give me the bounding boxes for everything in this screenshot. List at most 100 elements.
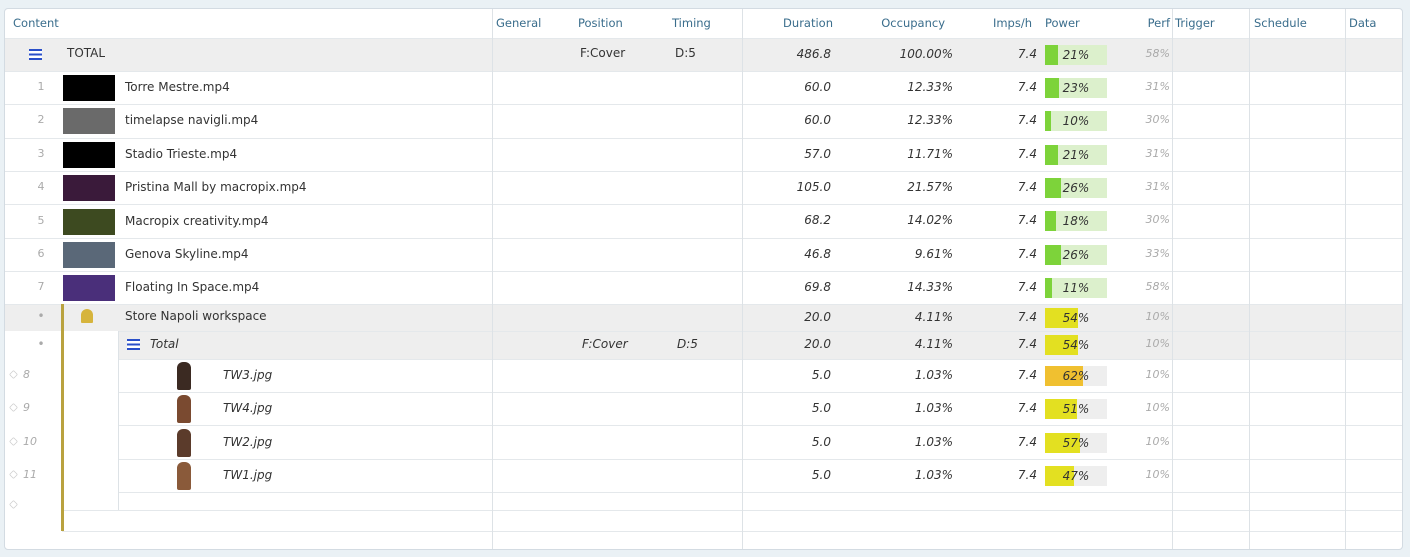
imps-per-hour: 7.4 (985, 310, 1037, 324)
row-line (62, 531, 1402, 532)
perf: 10% (1115, 468, 1170, 481)
thumbnail (63, 142, 115, 168)
imps-per-hour: 7.4 (985, 401, 1037, 415)
power-label: 51% (1045, 402, 1107, 416)
total-label: TOTAL (67, 46, 105, 60)
power-track: 18% (1045, 211, 1107, 231)
star-icon (9, 470, 18, 479)
column-header: Imps/h (942, 16, 1032, 30)
content-name: Macropix creativity.mp4 (125, 214, 269, 228)
perf: 10% (1115, 310, 1170, 323)
occupancy: 1.03% (845, 468, 953, 482)
row-line (118, 425, 1402, 426)
thumbnail (177, 395, 191, 423)
duration: 46.8 (743, 247, 831, 261)
duration: 68.2 (743, 213, 831, 227)
perf: 10% (1115, 337, 1170, 350)
power-track: 21% (1045, 145, 1107, 165)
duration: 105.0 (743, 180, 831, 194)
power-track: 26% (1045, 178, 1107, 198)
imps-per-hour: 7.4 (985, 435, 1037, 449)
duration: 20.0 (743, 337, 831, 351)
row-index: 10 (23, 435, 49, 448)
star-icon (9, 437, 18, 446)
occupancy: 4.11% (845, 337, 953, 351)
power-label: 26% (1045, 248, 1107, 262)
total-row-bg (5, 38, 1402, 71)
imps-per-hour: 7.4 (985, 47, 1037, 61)
perf: 58% (1115, 47, 1170, 60)
menu-icon (29, 49, 42, 60)
thumbnail (63, 209, 115, 235)
perf: 31% (1115, 80, 1170, 93)
power-label: 47% (1045, 469, 1107, 483)
imps-per-hour: 7.4 (985, 368, 1037, 382)
power-track: 11% (1045, 278, 1107, 298)
content-name: timelapse navigli.mp4 (125, 113, 258, 127)
duration: 5.0 (743, 401, 831, 415)
column-header: Duration (743, 16, 833, 30)
row-index: 9 (23, 401, 49, 414)
row-line (5, 304, 1402, 305)
power-label: 26% (1045, 181, 1107, 195)
power-label: 18% (1045, 214, 1107, 228)
power-track: 54% (1045, 335, 1107, 355)
imps-per-hour: 7.4 (985, 113, 1037, 127)
imps-per-hour: 7.4 (985, 337, 1037, 351)
timing: D:5 (677, 337, 698, 351)
row-index: • (29, 309, 53, 323)
power-track: 47% (1045, 466, 1107, 486)
thumbnail (63, 108, 115, 134)
row-line (5, 138, 1402, 139)
table: ContentGeneralPositionTimingDurationOccu… (4, 8, 1403, 550)
column-header: Occupancy (855, 16, 945, 30)
content-name: TW1.jpg (223, 468, 272, 482)
row-line (118, 392, 1402, 393)
star-icon (9, 370, 18, 379)
duration: 486.8 (743, 47, 831, 61)
duration: 57.0 (743, 147, 831, 161)
position: F:Cover (580, 46, 625, 60)
column-line (492, 9, 493, 549)
row-line (118, 492, 1402, 493)
column-header: Data (1349, 16, 1376, 30)
column-header: Schedule (1254, 16, 1307, 30)
power-track: 62% (1045, 366, 1107, 386)
duration: 5.0 (743, 368, 831, 382)
column-header: Trigger (1175, 16, 1215, 30)
row-line (118, 459, 1402, 460)
column-line (1345, 9, 1346, 549)
occupancy: 21.57% (845, 180, 953, 194)
duration: 60.0 (743, 113, 831, 127)
column-line (1249, 9, 1250, 549)
power-track: 51% (1045, 399, 1107, 419)
imps-per-hour: 7.4 (985, 468, 1037, 482)
thumbnail (63, 175, 115, 201)
thumbnail (63, 242, 115, 268)
column-header: Content (13, 16, 59, 30)
row-index: 7 (29, 280, 53, 293)
content-name: TW2.jpg (223, 435, 272, 449)
duration: 5.0 (743, 435, 831, 449)
content-name: Store Napoli workspace (125, 309, 267, 323)
imps-per-hour: 7.4 (985, 247, 1037, 261)
workspace-bar (61, 304, 64, 531)
column-header: General (496, 16, 541, 30)
perf: 10% (1115, 435, 1170, 448)
perf: 30% (1115, 113, 1170, 126)
row-line (5, 71, 1402, 72)
column-header: Power (1045, 16, 1080, 30)
occupancy: 11.71% (845, 147, 953, 161)
column-header: Perf (1080, 16, 1170, 30)
occupancy: 1.03% (845, 401, 953, 415)
timing: D:5 (675, 46, 696, 60)
power-track: 26% (1045, 245, 1107, 265)
row-line (5, 171, 1402, 172)
power-label: 10% (1045, 114, 1107, 128)
row-index: 6 (29, 247, 53, 260)
star-icon (9, 403, 18, 412)
subtotal-label: Total (150, 337, 179, 351)
row-line (5, 238, 1402, 239)
occupancy: 12.33% (845, 80, 953, 94)
occupancy: 4.11% (845, 310, 953, 324)
